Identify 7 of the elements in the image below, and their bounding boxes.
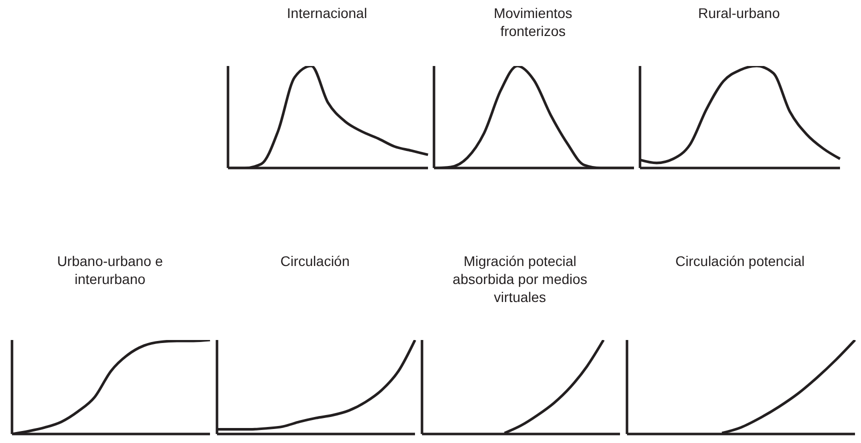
chart-title: Urbano-urbano e interurbano	[56, 252, 164, 288]
chart-title: Rural-urbano	[697, 4, 781, 22]
chart-title: Migración potecial absorbida por medios virtuales	[452, 252, 588, 306]
chart-title: Internacional	[286, 4, 368, 22]
chart-title: Circulación potencial	[674, 252, 806, 270]
chart-title: Movimientos fronterizos	[492, 4, 574, 40]
chart-title: Circulación	[279, 252, 351, 270]
